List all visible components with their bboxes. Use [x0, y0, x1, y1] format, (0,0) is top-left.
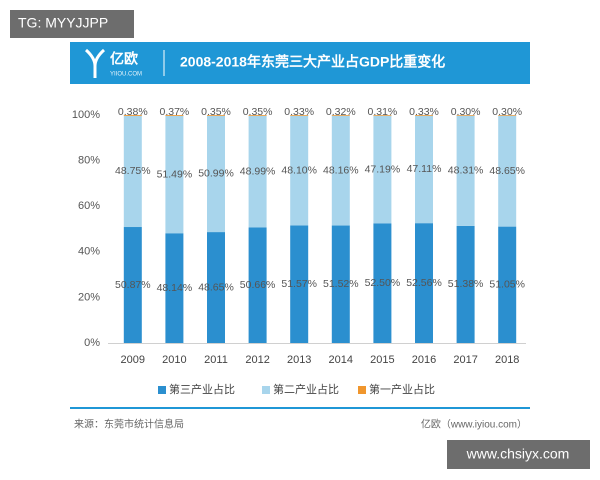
value-label: 50.87%	[115, 279, 151, 291]
value-label: 48.65%	[489, 165, 525, 177]
bar-segment	[165, 115, 184, 234]
value-label: 48.16%	[323, 164, 359, 176]
legend-label: 第三产业占比	[169, 382, 235, 396]
bar-segment	[248, 115, 267, 228]
y-tick-label: 60%	[78, 200, 100, 212]
value-label: 50.66%	[240, 279, 276, 291]
x-tick-label: 2011	[204, 354, 228, 366]
value-label: 0.31%	[368, 106, 398, 118]
bar-segment	[498, 226, 517, 343]
value-label: 0.32%	[326, 106, 356, 118]
value-label: 48.75%	[115, 165, 151, 177]
chart-title: 2008-2018年东莞三大产业占GDP比重变化	[180, 54, 445, 70]
legend-swatch	[262, 386, 270, 394]
y-tick-label: 0%	[84, 337, 100, 349]
bar-segment	[456, 225, 475, 343]
x-tick-label: 2013	[287, 354, 311, 366]
bar-segment	[415, 223, 433, 343]
y-tick-label: 40%	[78, 246, 100, 258]
value-label: 48.14%	[157, 282, 193, 294]
value-label: 0.37%	[160, 106, 190, 118]
y-tick-label: 20%	[78, 291, 100, 303]
value-label: 51.57%	[281, 278, 317, 290]
credit: 亿欧（www.iyiou.com）	[421, 418, 527, 431]
bar-segment	[165, 233, 184, 343]
x-tick-label: 2009	[121, 354, 145, 366]
x-tick-label: 2016	[412, 354, 436, 366]
y-tick-label: 100%	[72, 109, 100, 121]
x-tick-label: 2010	[162, 354, 186, 366]
bar-segment	[331, 115, 350, 116]
x-tick-label: 2017	[453, 354, 477, 366]
x-tick-label: 2018	[495, 354, 519, 366]
value-label: 51.05%	[489, 279, 525, 291]
bar-segment	[373, 115, 392, 224]
value-label: 48.65%	[198, 281, 234, 293]
bar-segment	[456, 115, 475, 226]
bar-segment	[290, 115, 309, 116]
value-label: 52.56%	[406, 277, 442, 289]
value-label: 52.50%	[365, 277, 401, 289]
bar-segment	[373, 223, 392, 343]
bar-segment	[415, 115, 433, 224]
value-label: 0.30%	[492, 106, 522, 118]
value-label: 0.35%	[201, 106, 231, 118]
legend-swatch	[358, 386, 366, 394]
bar-segment	[165, 115, 184, 116]
bar-segment	[123, 115, 142, 228]
value-label: 0.35%	[243, 106, 273, 118]
value-label: 48.31%	[448, 165, 484, 177]
watermark: www.chsiyx.com	[466, 446, 570, 462]
bar-segment	[123, 227, 142, 343]
x-tick-label: 2012	[245, 354, 269, 366]
watermark-box	[10, 10, 134, 38]
bar-segment	[207, 115, 225, 233]
legend-label: 第一产业占比	[369, 382, 435, 396]
bar-segment	[498, 115, 517, 116]
bar-segment	[207, 232, 225, 343]
bar-segment	[331, 225, 350, 343]
source: 来源：东莞市统计信息局	[74, 418, 184, 431]
bar-segment	[498, 115, 517, 227]
bar-segment	[248, 227, 267, 343]
value-label: 47.19%	[365, 163, 401, 175]
logo: 亿欧	[110, 51, 138, 67]
bar-segment	[331, 115, 350, 226]
bar-segment	[207, 115, 225, 116]
value-label: 48.99%	[240, 165, 276, 177]
legend-swatch	[158, 386, 166, 394]
value-label: 51.38%	[448, 278, 484, 290]
watermark-box	[447, 440, 590, 469]
value-label: 0.38%	[118, 106, 148, 118]
value-label: 0.30%	[451, 106, 481, 118]
x-tick-label: 2014	[329, 354, 353, 366]
value-label: 51.49%	[157, 168, 193, 180]
bar-segment	[373, 115, 392, 116]
value-label: 51.52%	[323, 278, 359, 290]
value-label: 0.33%	[409, 106, 439, 118]
bar-segment	[123, 115, 142, 116]
bar-segment	[248, 115, 267, 116]
logo-icon	[84, 48, 106, 78]
header-bar	[70, 42, 530, 84]
bar-segment	[290, 225, 309, 343]
x-tick-label: 2015	[370, 354, 394, 366]
legend-label: 第二产业占比	[273, 382, 339, 396]
value-label: 0.33%	[284, 106, 314, 118]
logo-sub: YIIOU.COM	[110, 72, 142, 78]
bar-segment	[456, 115, 475, 116]
bar-segment	[415, 115, 433, 116]
value-label: 47.11%	[407, 163, 442, 175]
value-label: 50.99%	[198, 168, 234, 180]
value-label: 48.10%	[281, 164, 317, 176]
watermark: TG: MYYJJPP	[18, 15, 108, 31]
y-tick-label: 80%	[78, 155, 100, 167]
bar-segment	[290, 115, 309, 226]
